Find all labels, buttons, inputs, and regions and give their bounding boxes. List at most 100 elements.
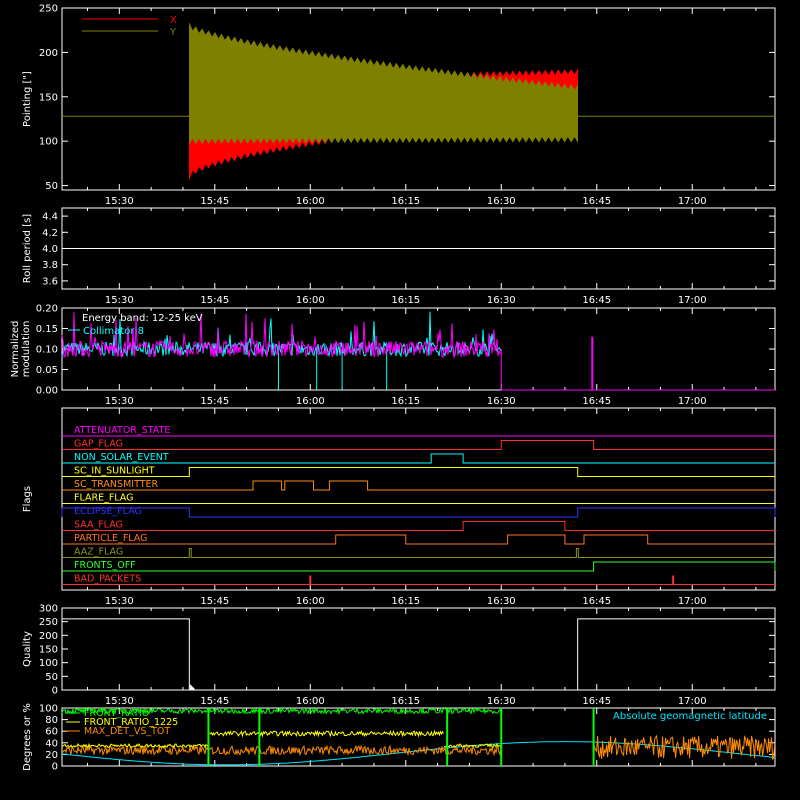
flag-trace [62,548,775,558]
flag-trace [61,507,776,518]
y-tick-label: 4.4 [42,212,58,223]
flag-label: ATTENUATOR_STATE [74,425,170,436]
x-tick-label: 17:00 [678,596,707,607]
x-tick-label: 16:45 [582,295,611,306]
y-tick-label: 300 [39,604,58,615]
x-tick-label: 16:30 [487,396,516,407]
x-tick-label: 16:30 [487,596,516,607]
flags-panel: 15:30 15:45 16:00 16:15 16:30 16:45 17:00 Flags… [22,407,776,607]
front-ratio-series [61,706,502,716]
flag-trace [62,534,775,545]
plot-frame [61,7,776,191]
x-tick-label: 16:45 [582,696,611,707]
x-tick-label: 16:45 [582,596,611,607]
x-tick-label: 17:00 [678,696,707,707]
y-axis-label: Roll period [s] [22,214,33,283]
x-tick-label: 15:30 [105,396,134,407]
x-tick-label: 16:15 [391,295,420,306]
y-tick-label: 100 [39,137,58,148]
y-tick-label: 80 [45,715,58,726]
x-tick-label: 15:45 [200,196,229,207]
flag-label: FLARE_FLAG [74,493,134,504]
front-ratio-1225-series-late [443,742,502,749]
legend-label-y: Y [169,27,177,38]
flag-label: BAD_PACKETS [74,574,141,585]
x-tick-label: 17:00 [678,196,707,207]
x-tick-label: 16:15 [391,696,420,707]
geomagnetic-latitude-label: Absolute geomagnetic latitude [613,711,767,722]
y-tick-label: 0.15 [36,324,58,335]
x-tick-label: 16:45 [582,396,611,407]
x-tick-label: 16:00 [296,196,325,207]
y-axis-label: Degrees or % [22,703,33,771]
y-tick-label: 4.2 [42,228,58,239]
y-tick-label: 250 [39,617,58,628]
y-tick-label: 0.05 [36,365,58,376]
y-tick-label: 0 [52,762,58,773]
y-tick-label: 3.8 [42,260,58,271]
y-axis-label: Pointing ["] [22,71,33,127]
flag-label: PARTICLE_FLAG [74,533,147,544]
front-ratio-1225-series [61,742,209,749]
x-tick-label: 15:30 [105,696,134,707]
legend-label: FRONT_RATIO [84,708,149,719]
quality-trace [62,618,775,691]
roll-period-panel: 15:30 15:45 16:00 16:15 16:30 16:45 17:00 3.6 3.… [22,207,776,306]
x-tick-label: 16:30 [487,696,516,707]
x-tick-label: 15:45 [200,295,229,306]
collimator-legend-label: Collimator 8 [83,326,144,337]
x-tick-label: 16:15 [391,396,420,407]
y-tick-label: 150 [39,645,58,656]
y-tick-label: 150 [39,92,58,103]
y-tick-label: 4.0 [42,244,58,255]
y-tick-label: 200 [39,48,58,59]
y-tick-label: 60 [45,727,58,738]
flag-label: GAP_FLAG [74,439,123,450]
flag-label: NON_SOLAR_EVENT [74,452,169,463]
x-tick-label: 16:00 [296,696,325,707]
x-tick-label: 15:30 [105,295,134,306]
y-tick-label: 250 [39,4,58,15]
flag-trace [62,453,775,464]
legend-label: MAX_DET_VS_TOT [84,726,170,737]
max-det-vs-tot-series [61,744,502,757]
y-axis-label-line2: modulation [21,321,32,378]
x-tick-label: 17:00 [678,295,707,306]
y-axis-label-line1: Normalized [10,321,21,378]
flag-label: SC_TRANSMITTER [74,479,159,490]
y-tick-label: 20 [45,750,58,761]
y-tick-label: 50 [45,672,58,683]
quality-panel: 15:30 15:45 16:00 16:15 16:30 16:45 17:00 0 50 10… [22,604,776,707]
y-tick-label: 0.10 [36,345,58,356]
flag-label: AAZ_FLAG [74,547,123,558]
x-tick-label: 16:15 [391,196,420,207]
flag-label: SC_IN_SUNLIGHT [74,466,155,477]
x-tick-label: 16:45 [582,196,611,207]
x-tick-label: 15:45 [200,696,229,707]
flag-trace [62,440,775,450]
y-tick-label: 200 [39,631,58,642]
pointing-panel: 15:30 15:45 16:00 16:15 16:30 16:45 17:00 50 100… [22,4,776,207]
legend-label: FRONT_RATIO_1225 [84,717,178,728]
legend-label-x: X [170,15,177,26]
x-tick-label: 16:00 [296,596,325,607]
y-pointing-band [189,22,578,145]
y-axis-label: Quality [22,631,33,667]
x-tick-label: 16:15 [391,596,420,607]
flag-trace [62,467,775,477]
flag-trace [62,561,776,572]
magenta-modulation-series [61,312,502,359]
x-tick-label: 16:00 [296,295,325,306]
x-tick-label: 17:00 [678,396,707,407]
plot-frame [61,707,776,767]
flag-label: ECLIPSE_FLAG [74,506,142,517]
x-tick-label: 15:45 [200,596,229,607]
flag-trace [62,480,775,491]
modulation-panel: 15:30 15:45 16:00 16:15 16:30 16:45 17:00 0.00 0… [10,304,776,407]
front-ratio-1225-series-mid [207,729,444,738]
x-tick-label: 15:30 [105,196,134,207]
y-tick-label: 0.20 [36,304,58,315]
y-axis-label: Flags [22,486,33,512]
x-tick-label: 16:30 [487,295,516,306]
